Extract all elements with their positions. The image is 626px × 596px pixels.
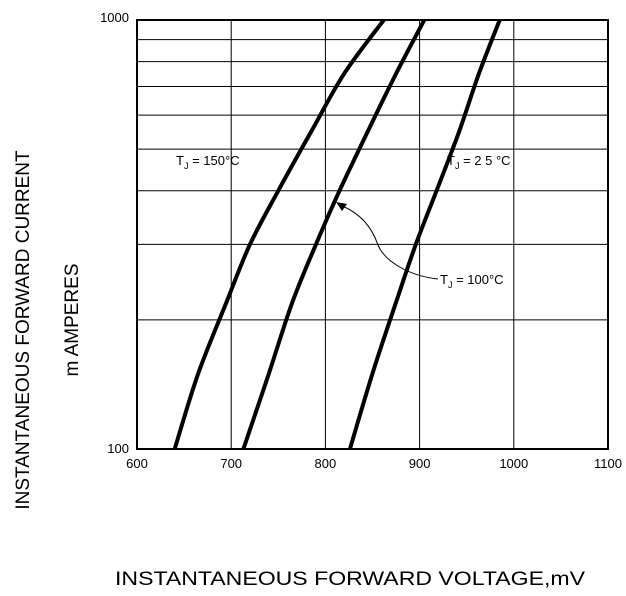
x-tick-label: 600	[126, 456, 148, 471]
x-axis-title: INSTANTANEOUS FORWARD VOLTAGE,mV	[115, 569, 585, 590]
curve-label-150: TJ = 150°C	[176, 153, 240, 171]
x-tick-label: 900	[409, 456, 431, 471]
curve-label-100: TJ = 100°C	[440, 272, 504, 290]
annotation-arrow-head	[336, 202, 347, 211]
curve-100c	[241, 19, 427, 450]
annotation-arrow-line	[339, 204, 439, 280]
curve-label-25: TJ = 2 5 °C	[447, 153, 511, 171]
y-tick-label-max: 1000	[100, 10, 129, 25]
grid-lines	[137, 20, 608, 449]
y-axis-title-line1: INSTANTANEOUS FORWARD CURRENT	[13, 150, 34, 510]
x-tick-label: 800	[315, 456, 337, 471]
curve-150c	[172, 18, 386, 450]
y-axis-title-line2: m AMPERES	[62, 264, 83, 377]
x-tick-label: 1000	[499, 456, 528, 471]
curves	[172, 18, 502, 450]
x-tick-label: 1100	[594, 456, 622, 471]
plot-frame	[136, 19, 609, 450]
y-tick-label-min: 100	[107, 441, 129, 456]
tick-labels: 600 700 800 900 1000 1100 100 1000	[100, 10, 622, 471]
x-tick-label: 700	[220, 456, 242, 471]
curve-25c	[347, 19, 502, 450]
